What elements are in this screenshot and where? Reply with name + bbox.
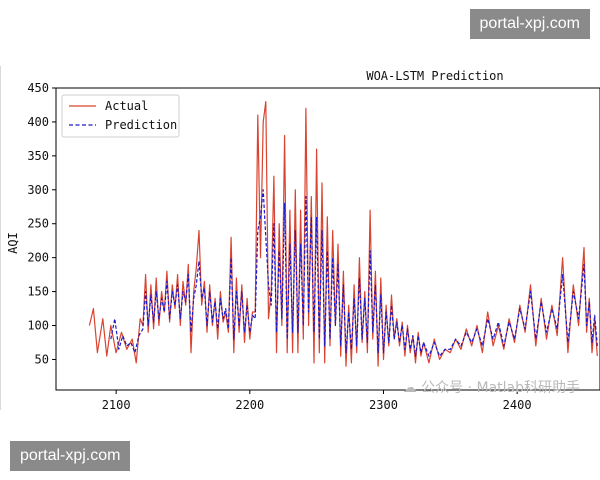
y-tick-label: 450 (27, 81, 49, 95)
y-tick-label: 200 (27, 251, 49, 265)
x-axis: 2100 2200 2300 2400 (102, 390, 532, 412)
y-tick-label: 400 (27, 115, 49, 129)
watermark-bottom: portal-xpj.com (10, 441, 131, 471)
watermark-top: portal-xpj.com (469, 9, 590, 39)
plot-frame (55, 87, 600, 391)
y-axis-label: AQI (6, 232, 20, 254)
series-line-actual (88, 100, 598, 367)
legend-label-actual: Actual (105, 99, 148, 113)
chart-title: WOA-LSTM Prediction (366, 69, 503, 83)
y-tick-label: 300 (27, 183, 49, 197)
series-line-prediction (110, 189, 598, 357)
y-tick-label: 350 (27, 149, 49, 163)
x-tick-label: 2100 (102, 398, 131, 412)
legend-label-prediction: Prediction (105, 118, 177, 132)
watermark-wechat: ☁ 公众号 · Matlab科研助手 (403, 377, 580, 397)
x-tick-label: 2300 (369, 398, 398, 412)
y-tick-label: 100 (27, 319, 49, 333)
legend: Actual Prediction (61, 94, 180, 138)
x-tick-label: 2400 (503, 398, 532, 412)
y-tick-label: 50 (35, 352, 49, 366)
left-divider (0, 66, 1, 410)
plot-area (88, 100, 598, 367)
y-tick-label: 150 (27, 285, 49, 299)
watermark-wechat-text: 公众号 · Matlab科研助手 (421, 380, 580, 396)
y-axis: 50 100 150 200 250 300 350 400 450 (27, 81, 56, 366)
x-tick-label: 2200 (235, 398, 264, 412)
y-tick-label: 250 (27, 217, 49, 231)
wechat-icon: ☁ (402, 380, 417, 396)
